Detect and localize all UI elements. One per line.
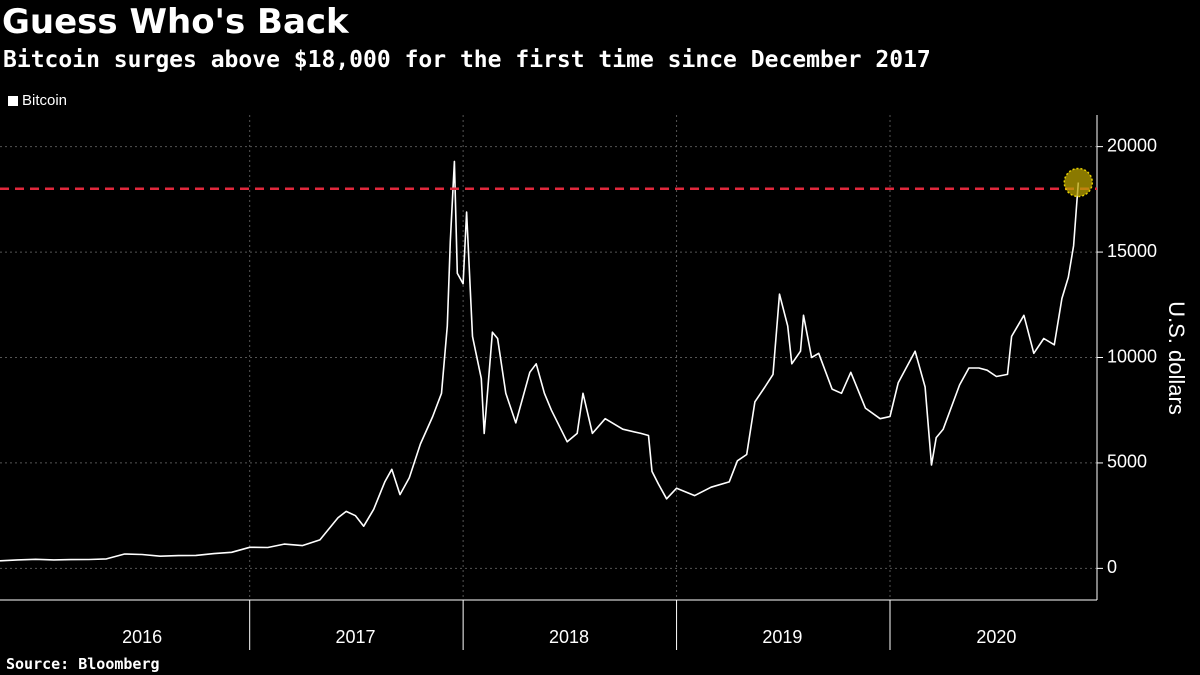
x-tick-label: 2017 [336, 627, 376, 647]
y-tick-label: 10000 [1107, 346, 1157, 366]
axes: 0 5000 10000 15000 20000 2016 2017 2018 2019 2020 [0, 115, 1157, 650]
overlay-layer [0, 167, 1097, 198]
chart-title: Guess Who's Back [2, 2, 349, 42]
legend: Bitcoin [8, 91, 67, 111]
x-tick-label: 2016 [122, 627, 162, 647]
grid [0, 115, 1097, 600]
y-axis-label: U.S. dollars [1164, 301, 1189, 415]
source-note: Source: Bloomberg [6, 655, 160, 673]
series-layer [0, 160, 1080, 562]
x-tick-label: 2019 [762, 627, 802, 647]
y-tick-label: 15000 [1107, 241, 1157, 261]
chart-subtitle: Bitcoin surges above $18,000 for the fir… [3, 47, 931, 73]
y-tick-label: 20000 [1107, 135, 1157, 155]
series-line-bitcoin [0, 160, 1080, 562]
x-tick-label: 2020 [976, 627, 1016, 647]
legend-swatch [8, 96, 18, 106]
y-tick-label: 0 [1107, 557, 1117, 577]
legend-label-bitcoin: Bitcoin [22, 92, 68, 109]
x-tick-label: 2018 [549, 627, 589, 647]
y-tick-label: 5000 [1107, 452, 1147, 472]
highlight-marker [1063, 167, 1094, 198]
